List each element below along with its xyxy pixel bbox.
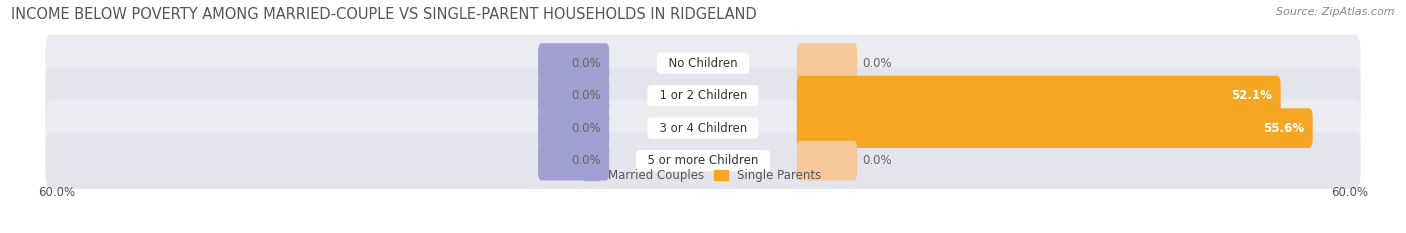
Text: 0.0%: 0.0% (571, 122, 600, 135)
FancyBboxPatch shape (797, 141, 858, 180)
Text: INCOME BELOW POVERTY AMONG MARRIED-COUPLE VS SINGLE-PARENT HOUSEHOLDS IN RIDGELA: INCOME BELOW POVERTY AMONG MARRIED-COUPL… (11, 7, 756, 22)
Text: 0.0%: 0.0% (571, 154, 600, 167)
Text: 0.0%: 0.0% (862, 154, 893, 167)
FancyBboxPatch shape (538, 76, 609, 115)
Legend: Married Couples, Single Parents: Married Couples, Single Parents (579, 164, 827, 187)
Text: 52.1%: 52.1% (1232, 89, 1272, 102)
FancyBboxPatch shape (797, 76, 1281, 115)
FancyBboxPatch shape (45, 100, 1361, 156)
Text: 0.0%: 0.0% (862, 57, 893, 70)
FancyBboxPatch shape (45, 35, 1361, 91)
FancyBboxPatch shape (797, 108, 1313, 148)
FancyBboxPatch shape (45, 67, 1361, 124)
Text: 1 or 2 Children: 1 or 2 Children (651, 89, 755, 102)
Text: 3 or 4 Children: 3 or 4 Children (651, 122, 755, 135)
Text: 5 or more Children: 5 or more Children (640, 154, 766, 167)
Text: Source: ZipAtlas.com: Source: ZipAtlas.com (1277, 7, 1395, 17)
Text: No Children: No Children (661, 57, 745, 70)
FancyBboxPatch shape (538, 43, 609, 83)
Text: 0.0%: 0.0% (571, 89, 600, 102)
FancyBboxPatch shape (797, 43, 858, 83)
FancyBboxPatch shape (538, 108, 609, 148)
Text: 0.0%: 0.0% (571, 57, 600, 70)
Text: 55.6%: 55.6% (1263, 122, 1303, 135)
FancyBboxPatch shape (45, 132, 1361, 189)
FancyBboxPatch shape (538, 141, 609, 180)
